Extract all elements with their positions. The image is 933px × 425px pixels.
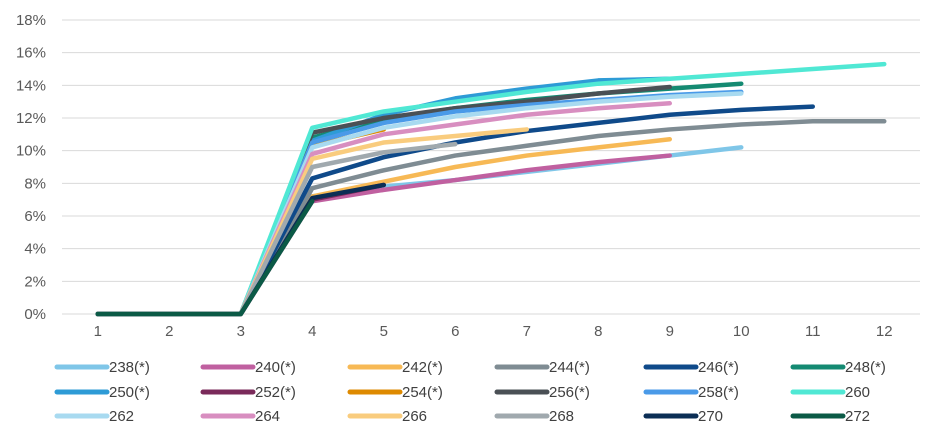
y-tick-label: 8% xyxy=(24,175,46,192)
y-tick-label: 4% xyxy=(24,241,46,258)
legend-label: 270 xyxy=(698,408,723,425)
y-tick-label: 10% xyxy=(16,143,46,160)
legend-item: 260 xyxy=(790,384,870,401)
legend-item: 252(*) xyxy=(200,384,296,401)
series-line-264 xyxy=(95,101,672,317)
legend-item: 266 xyxy=(347,408,427,425)
legend-item: 258(*) xyxy=(643,384,739,401)
x-tick-label: 9 xyxy=(666,323,674,340)
x-tick-label: 2 xyxy=(165,323,173,340)
series-line-240 xyxy=(95,153,672,317)
y-tick-label: 6% xyxy=(24,208,46,225)
series-line-270 xyxy=(95,182,386,317)
legend-item: 262 xyxy=(54,408,134,425)
legend-label: 254(*) xyxy=(402,384,443,401)
legend-label: 268 xyxy=(549,408,574,425)
legend-label: 260 xyxy=(845,384,870,401)
y-axis-ticks: 0% 2% 4% 6% 8% 10% 12% 14% 16% 18% xyxy=(16,12,46,323)
x-tick-label: 7 xyxy=(523,323,531,340)
y-tick-label: 12% xyxy=(16,110,46,127)
series-line-266 xyxy=(95,127,529,317)
x-tick-label: 4 xyxy=(308,323,316,340)
legend-item: 272 xyxy=(790,408,870,425)
series-line-252 xyxy=(95,182,386,317)
gridlines xyxy=(62,19,920,315)
x-tick-label: 6 xyxy=(451,323,459,340)
x-tick-label: 3 xyxy=(237,323,245,340)
legend-label: 246(*) xyxy=(698,359,739,376)
legend-label: 266 xyxy=(402,408,427,425)
series-line-258 xyxy=(95,89,744,317)
legend-item: 246(*) xyxy=(643,359,739,376)
x-axis-ticks: 1 2 3 4 5 6 7 8 9 10 11 12 xyxy=(94,323,893,340)
legend-label: 244(*) xyxy=(549,359,590,376)
legend-label: 264 xyxy=(255,408,280,425)
x-tick-label: 12 xyxy=(876,323,893,340)
series-line-272 xyxy=(95,199,315,317)
legend-label: 248(*) xyxy=(845,359,886,376)
y-tick-label: 18% xyxy=(16,12,46,29)
series-line-254 xyxy=(95,127,386,317)
legend-label: 250(*) xyxy=(109,384,150,401)
series-lines xyxy=(95,61,887,317)
legend-item: 244(*) xyxy=(494,359,590,376)
legend-label: 242(*) xyxy=(402,359,443,376)
legend-label: 258(*) xyxy=(698,384,739,401)
legend-item: 240(*) xyxy=(200,359,296,376)
legend-item: 256(*) xyxy=(494,384,590,401)
y-tick-label: 16% xyxy=(16,45,46,62)
legend-item: 248(*) xyxy=(790,359,886,376)
x-tick-label: 5 xyxy=(380,323,388,340)
y-tick-label: 14% xyxy=(16,77,46,94)
legend-item: 238(*) xyxy=(54,359,150,376)
y-tick-label: 2% xyxy=(24,273,46,290)
y-tick-label: 0% xyxy=(24,306,46,323)
legend-item: 242(*) xyxy=(347,359,443,376)
x-tick-label: 8 xyxy=(594,323,602,340)
x-tick-label: 1 xyxy=(94,323,102,340)
legend-label: 238(*) xyxy=(109,359,150,376)
legend-item: 264 xyxy=(200,408,280,425)
legend: 238(*) 240(*) 242(*) 244(*) 246(*) 248(*) 250(… xyxy=(54,359,886,425)
x-tick-label: 10 xyxy=(733,323,750,340)
legend-item: 270 xyxy=(643,408,723,425)
legend-item: 268 xyxy=(494,408,574,425)
legend-label: 240(*) xyxy=(255,359,296,376)
legend-label: 262 xyxy=(109,408,134,425)
legend-label: 252(*) xyxy=(255,384,296,401)
legend-item: 250(*) xyxy=(54,384,150,401)
legend-label: 256(*) xyxy=(549,384,590,401)
x-tick-label: 11 xyxy=(805,323,821,340)
legend-label: 272 xyxy=(845,408,870,425)
series-line-260 xyxy=(95,61,887,317)
legend-item: 254(*) xyxy=(347,384,443,401)
series-line-250 xyxy=(95,76,672,317)
